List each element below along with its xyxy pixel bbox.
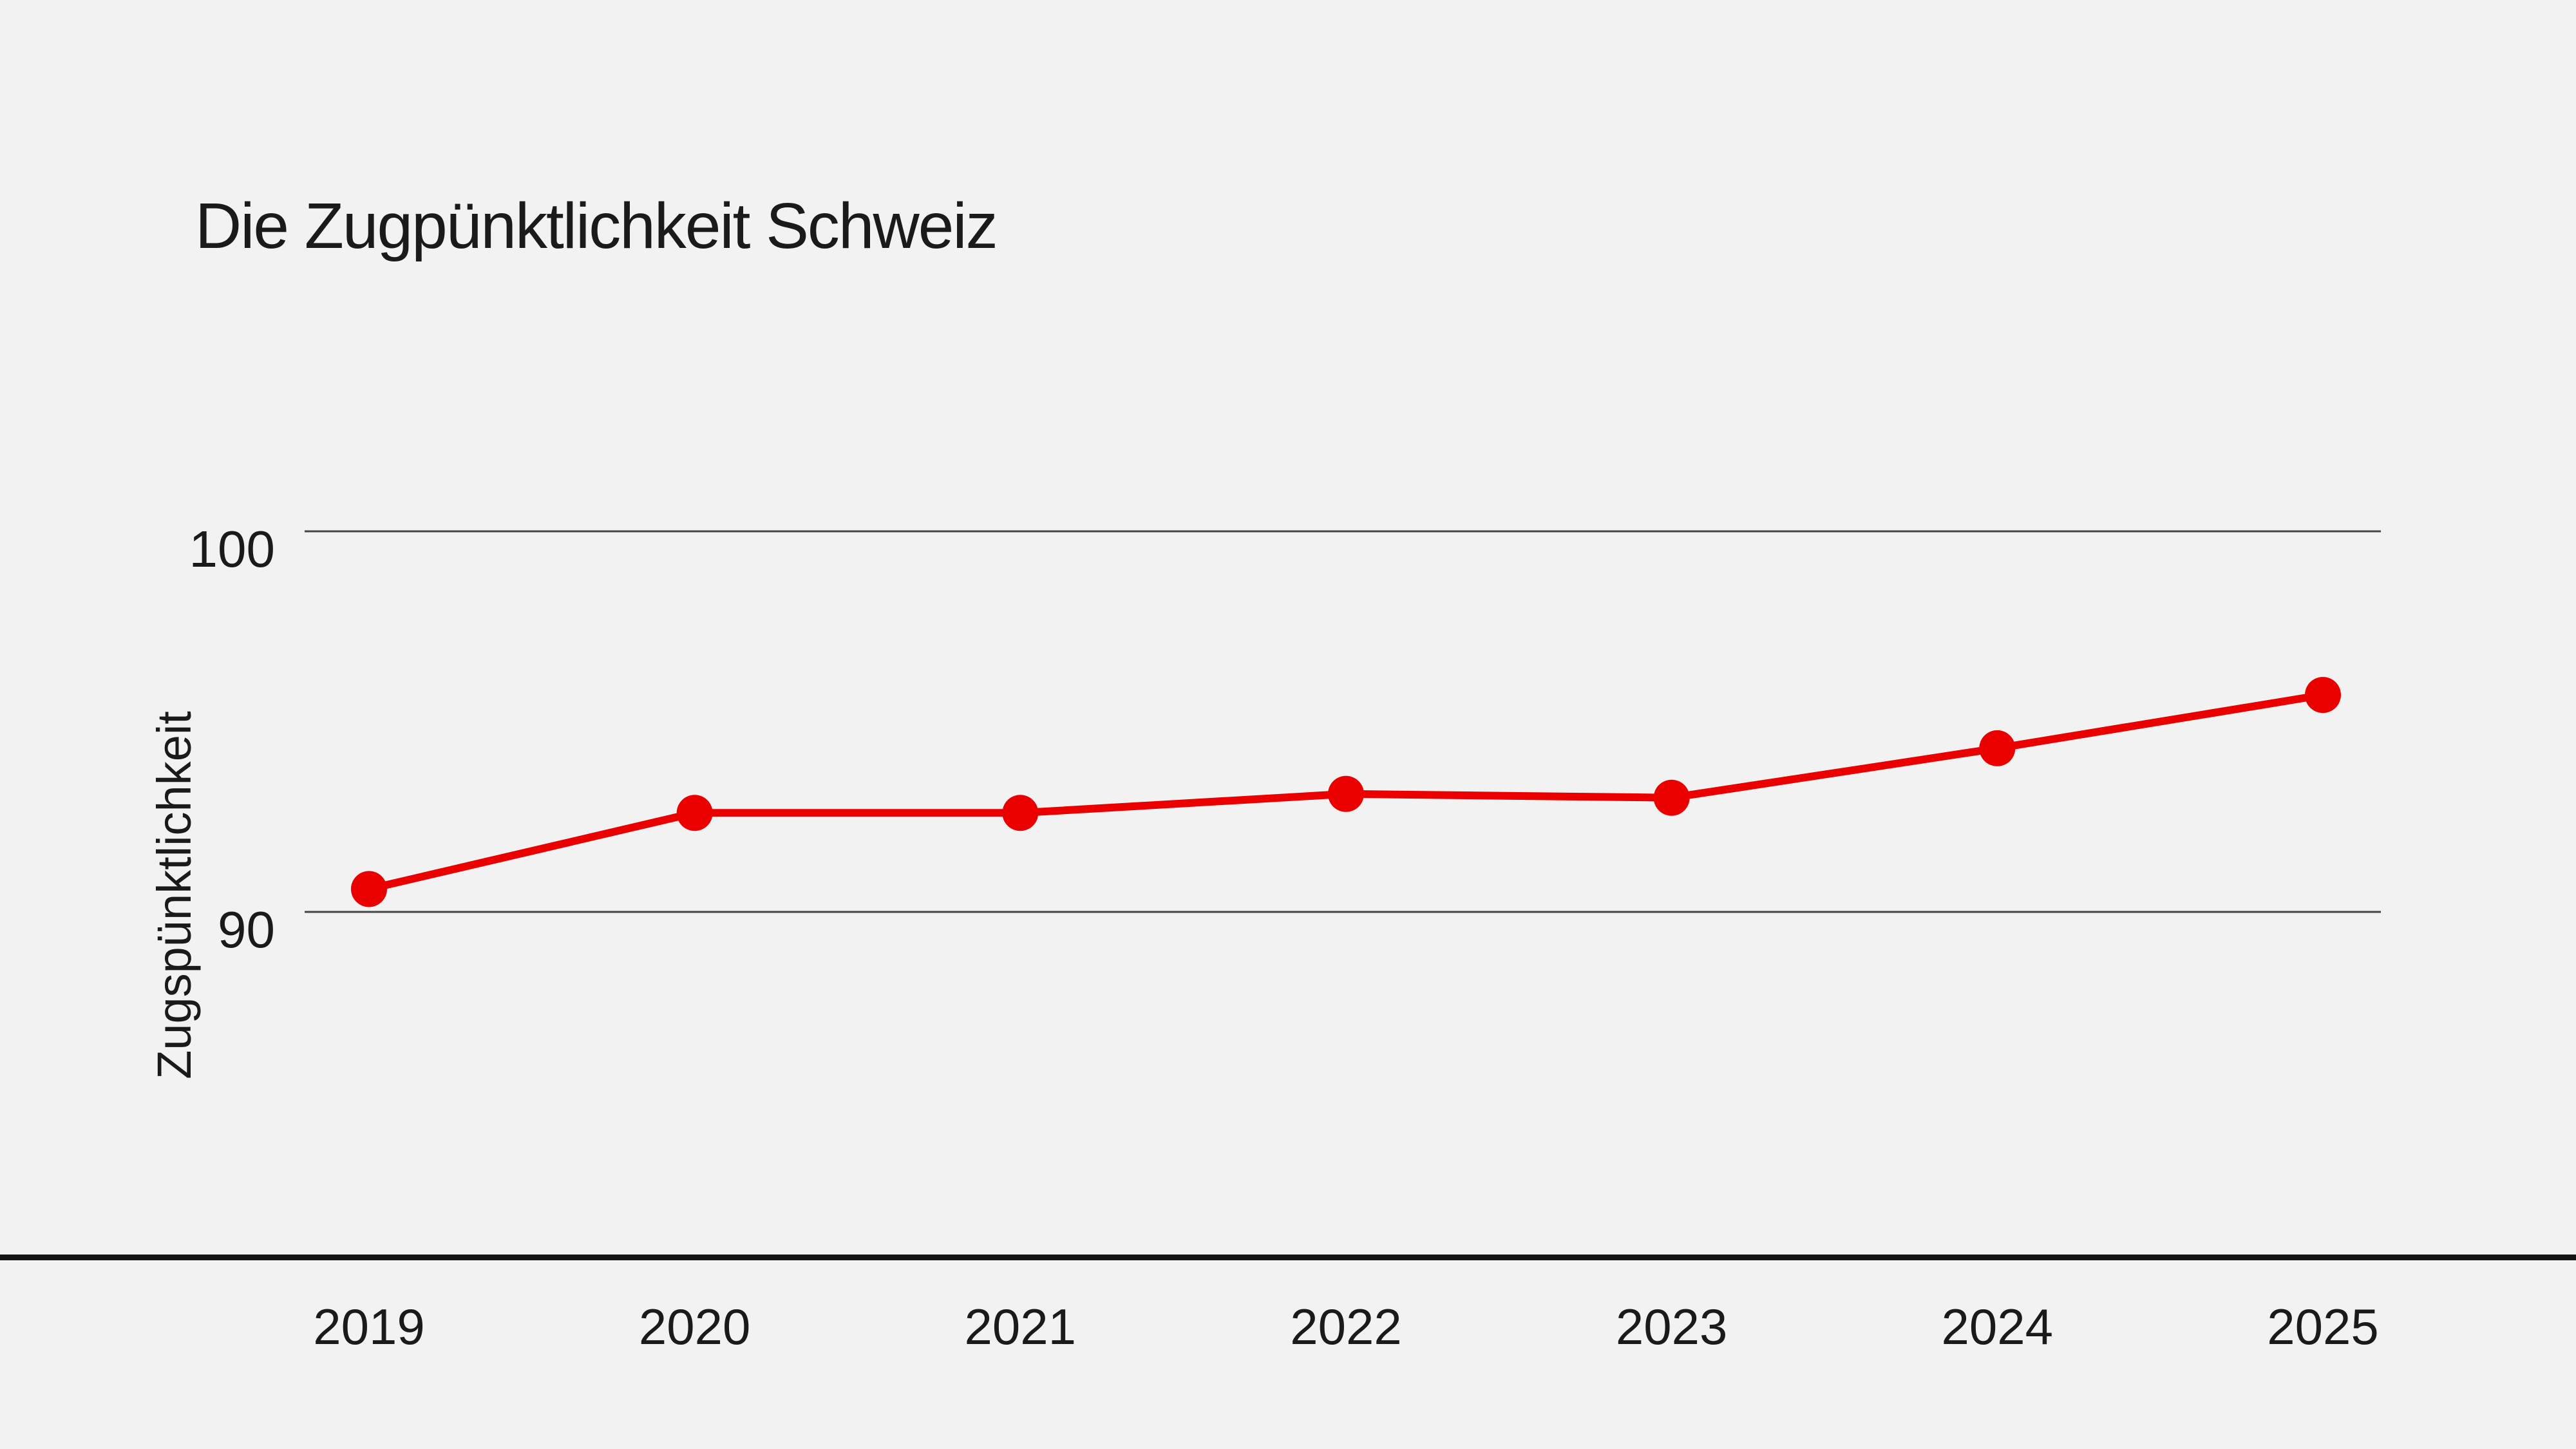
data-point-2020 bbox=[676, 795, 713, 831]
x-tick-label-2019: 2019 bbox=[313, 1298, 425, 1355]
data-point-2022 bbox=[1328, 775, 1364, 812]
x-tick-label-2020: 2020 bbox=[639, 1298, 751, 1355]
y-tick-labels: 100 90 bbox=[189, 520, 275, 958]
y-tick-label-90: 90 bbox=[218, 901, 275, 958]
y-axis-title-text: Zugspünktlichkeit bbox=[147, 711, 201, 1079]
data-point-2024 bbox=[1979, 730, 2016, 766]
y-axis-title: Zugspünktlichkeit bbox=[147, 711, 201, 1079]
x-tick-label-2025: 2025 bbox=[2267, 1298, 2379, 1355]
gridlines bbox=[305, 530, 2381, 913]
data-series bbox=[351, 677, 2341, 907]
x-axis-baseline bbox=[0, 1255, 2576, 1260]
x-axis-line bbox=[0, 1255, 2576, 1260]
x-tick-label-2021: 2021 bbox=[965, 1298, 1077, 1355]
x-tick-label-2023: 2023 bbox=[1616, 1298, 1728, 1355]
chart-title: Die Zugpünktlichkeit Schweiz bbox=[195, 190, 998, 262]
x-tick-label-2022: 2022 bbox=[1290, 1298, 1402, 1355]
data-point-2019 bbox=[351, 871, 387, 907]
y-tick-label-100: 100 bbox=[189, 520, 275, 578]
data-point-2023 bbox=[1653, 779, 1690, 816]
x-tick-label-2024: 2024 bbox=[1942, 1298, 2054, 1355]
data-point-2025 bbox=[2305, 677, 2341, 714]
data-point-2021 bbox=[1002, 795, 1039, 831]
x-tick-labels: 2019 2020 2021 2022 2023 2024 2025 bbox=[313, 1298, 2379, 1355]
